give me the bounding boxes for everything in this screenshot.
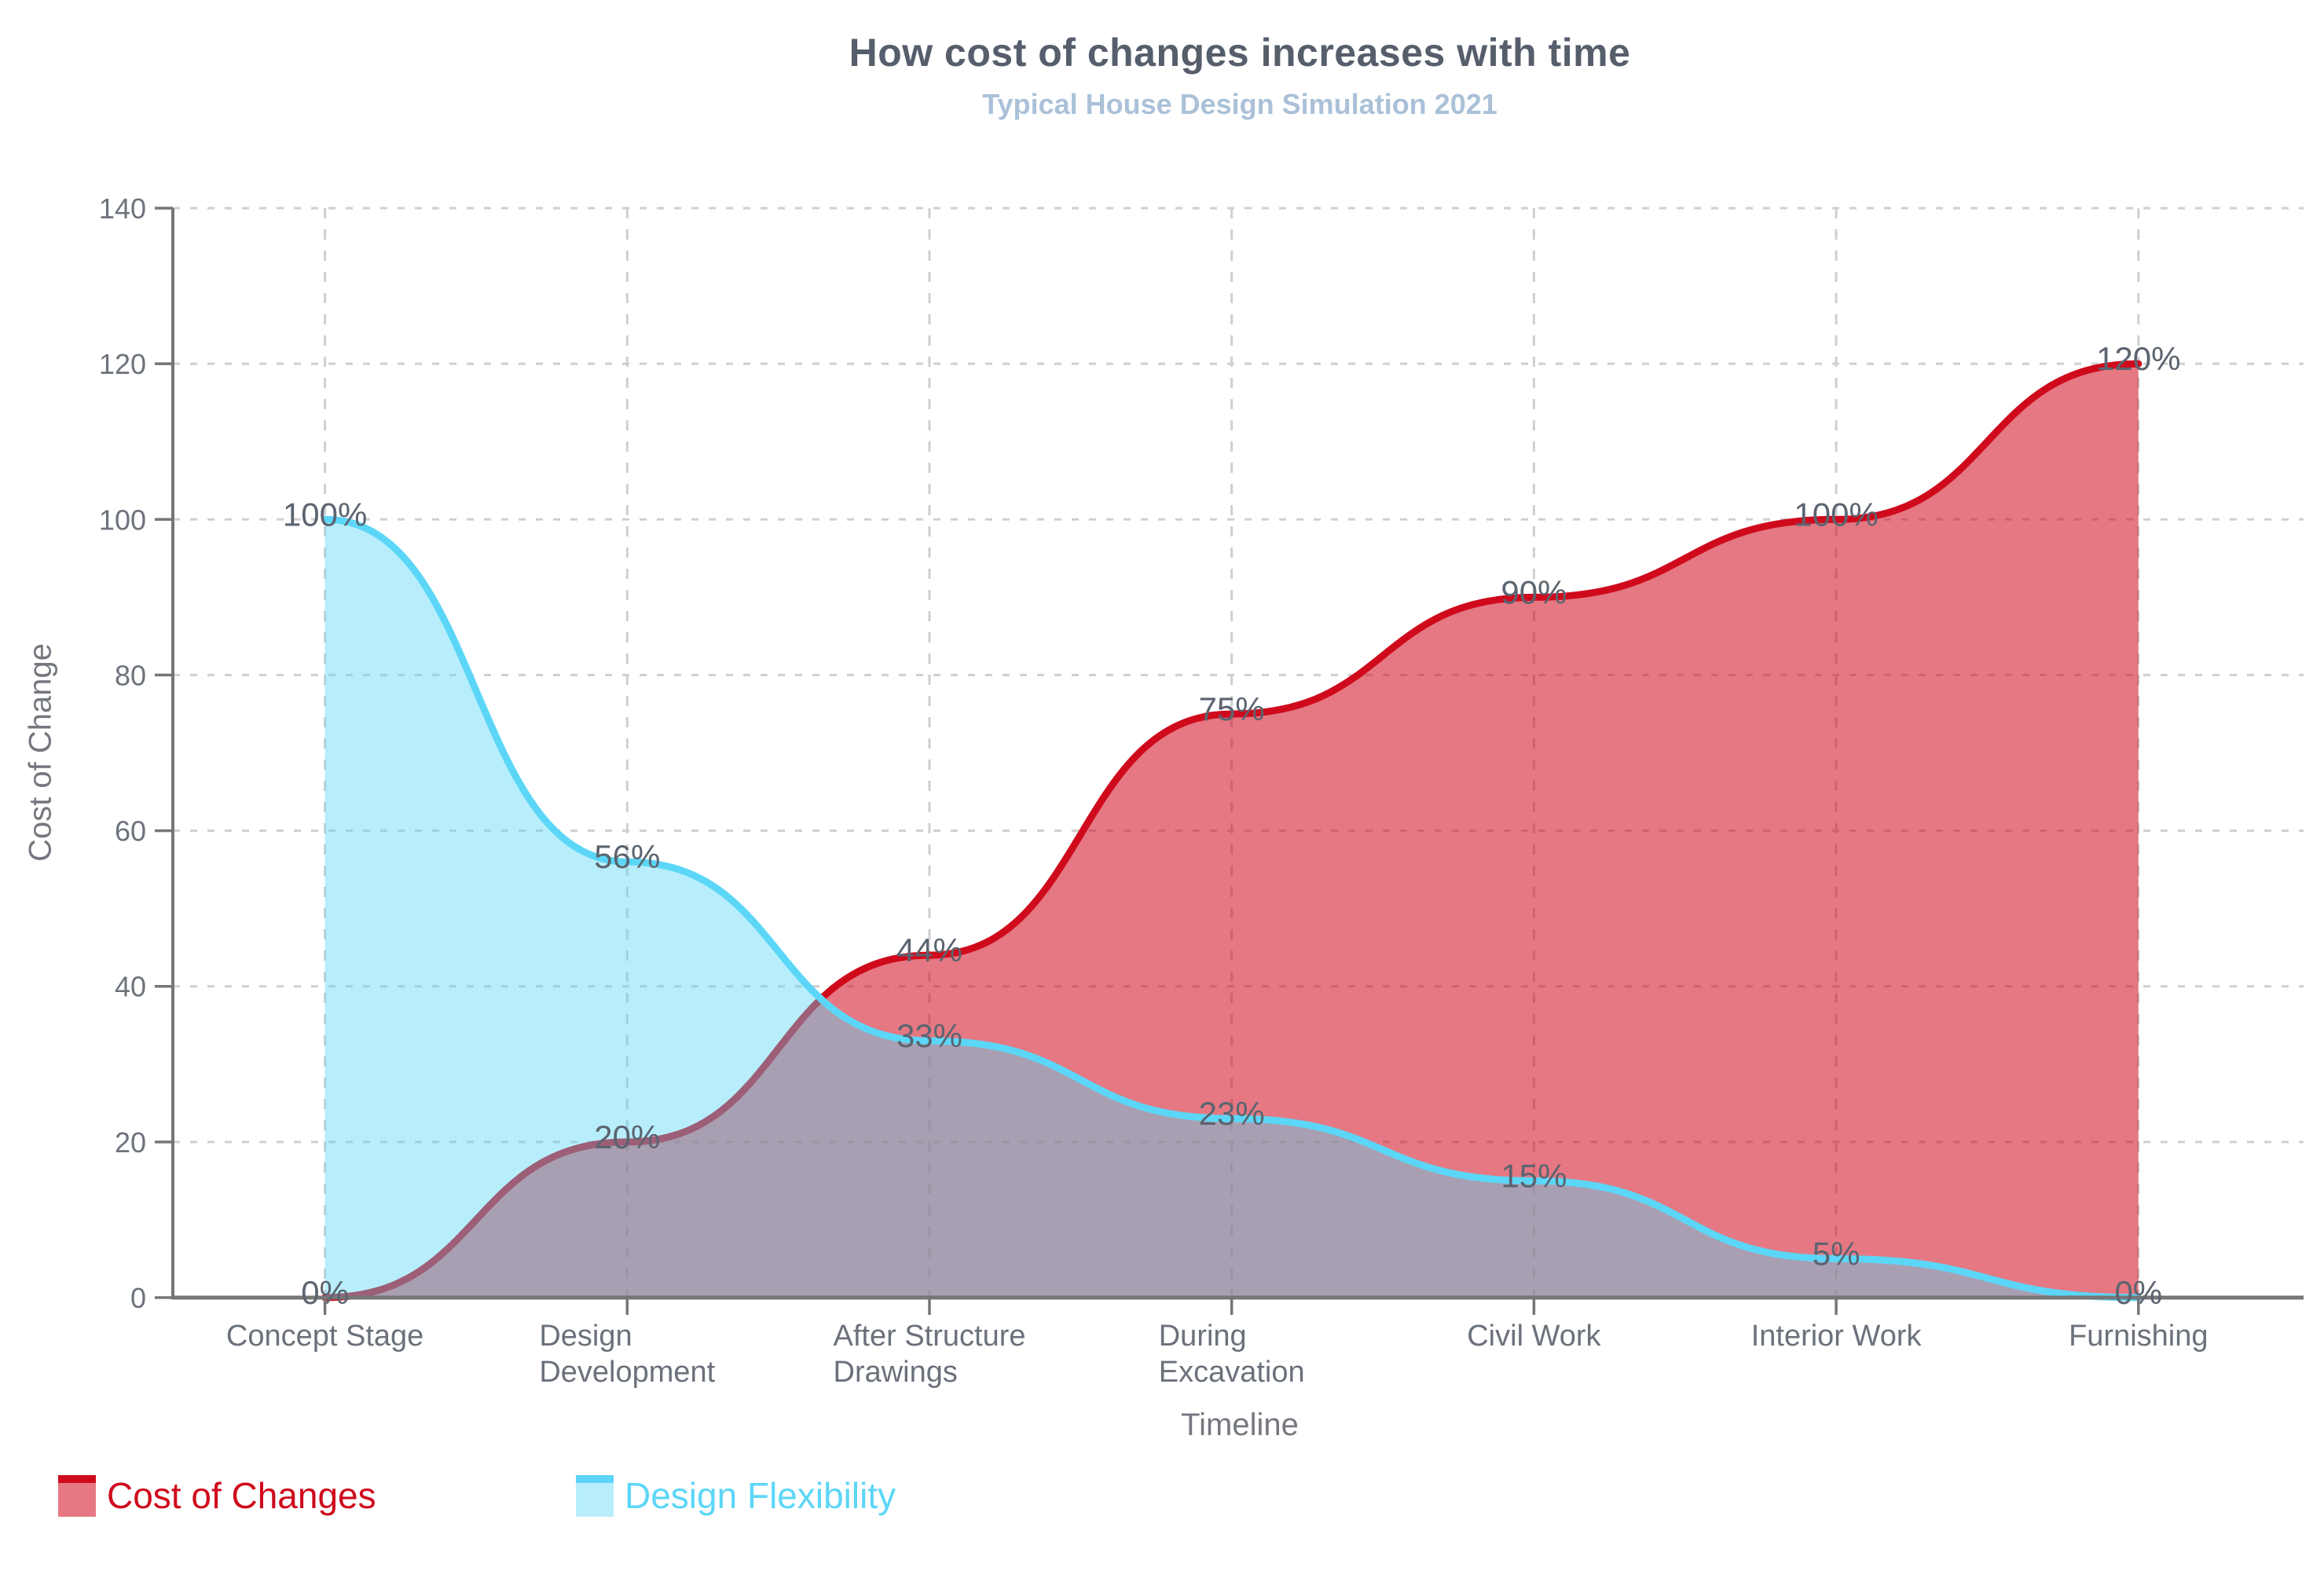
data-point-label: 0% bbox=[2114, 1274, 2162, 1311]
category-label: Design Development bbox=[539, 1320, 716, 1389]
legend-swatch-line-color bbox=[58, 1475, 96, 1483]
data-point-label: 100% bbox=[283, 496, 367, 533]
legend-swatch-design-flexibility bbox=[576, 1475, 614, 1517]
y-tick-label: 20 bbox=[115, 1126, 146, 1159]
chart-subtitle: Typical House Design Simulation 2021 bbox=[982, 88, 1497, 120]
category-label: Interior Work bbox=[1750, 1320, 1922, 1353]
data-point-label: 75% bbox=[1199, 690, 1265, 727]
y-tick-label: 100 bbox=[99, 503, 146, 536]
legend-item-design-flexibility[interactable]: Design Flexibility bbox=[576, 1475, 896, 1517]
data-point-label: 23% bbox=[1199, 1095, 1265, 1132]
data-point-label: 90% bbox=[1501, 573, 1567, 610]
category-label: During Excavation bbox=[1158, 1320, 1305, 1389]
legend-swatch-cost-of-changes bbox=[58, 1475, 96, 1517]
area-cost-of-changes bbox=[324, 364, 2139, 1298]
data-point-label: 56% bbox=[594, 838, 660, 875]
data-point-label: 120% bbox=[2096, 340, 2180, 377]
y-axis-title: Cost of Change bbox=[23, 643, 58, 862]
y-tick-label: 120 bbox=[99, 348, 146, 380]
y-tick-label: 140 bbox=[99, 192, 146, 225]
data-point-label: 33% bbox=[896, 1017, 962, 1054]
y-tick-label: 60 bbox=[115, 815, 146, 848]
x-axis-title: Timeline bbox=[1181, 1408, 1299, 1442]
line-design-flexibility bbox=[321, 515, 2143, 1302]
data-point-label: 44% bbox=[896, 932, 962, 968]
area-design-flexibility bbox=[324, 519, 2139, 1298]
data-point-label: 20% bbox=[594, 1119, 660, 1155]
legend-item-cost-of-changes[interactable]: Cost of Changes bbox=[58, 1475, 376, 1517]
chart-title: How cost of changes increases with time bbox=[849, 31, 1631, 75]
y-tick-label: 80 bbox=[115, 659, 146, 691]
category-label: Furnishing bbox=[2069, 1320, 2209, 1353]
y-tick-label: 40 bbox=[115, 971, 146, 1003]
data-point-label: 5% bbox=[1813, 1236, 1860, 1272]
y-tick-label: 0 bbox=[130, 1282, 146, 1314]
data-point-label: 15% bbox=[1501, 1157, 1567, 1194]
legend-label-cost-of-changes: Cost of Changes bbox=[107, 1475, 376, 1516]
category-label: Civil Work bbox=[1467, 1320, 1601, 1353]
category-label: After Structure Drawings bbox=[833, 1320, 1026, 1389]
data-point-label: 0% bbox=[301, 1274, 349, 1311]
legend-swatch-line-color bbox=[576, 1475, 614, 1483]
category-label: Concept Stage bbox=[225, 1320, 424, 1353]
line-cost-of-changes bbox=[321, 360, 2143, 1302]
legend-label-design-flexibility: Design Flexibility bbox=[625, 1475, 896, 1516]
data-point-label: 100% bbox=[1794, 496, 1878, 533]
